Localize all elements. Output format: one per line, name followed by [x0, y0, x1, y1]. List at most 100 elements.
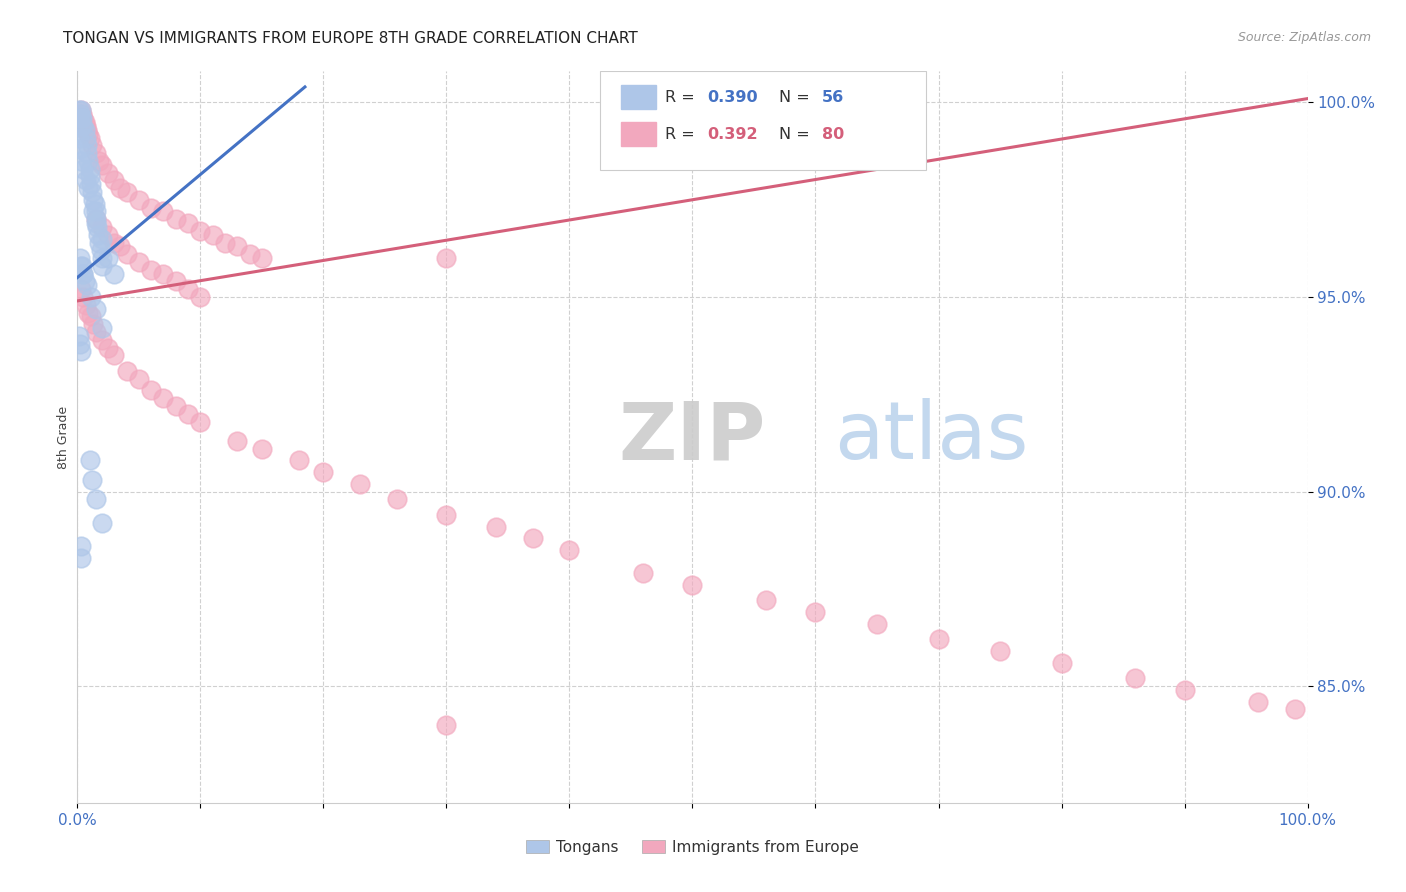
- Point: [69, 251, 91, 265]
- Point: [90, 259, 114, 273]
- Point: [804, 605, 827, 619]
- Point: [79, 161, 101, 176]
- Point: [97, 227, 120, 242]
- Point: [79, 169, 101, 184]
- Point: [97, 165, 120, 179]
- Text: 0.390: 0.390: [707, 90, 758, 105]
- Point: [988, 644, 1011, 658]
- Y-axis label: 8th Grade: 8th Grade: [58, 406, 70, 468]
- Point: [67, 103, 90, 118]
- Point: [73, 275, 96, 289]
- Point: [70, 259, 93, 273]
- Point: [70, 103, 93, 118]
- Point: [77, 127, 100, 141]
- Point: [288, 453, 311, 467]
- Point: [141, 384, 163, 398]
- Point: [69, 336, 91, 351]
- Point: [82, 204, 104, 219]
- Point: [90, 251, 114, 265]
- Point: [188, 290, 212, 304]
- Point: [188, 224, 212, 238]
- Point: [82, 185, 104, 199]
- Point: [177, 407, 200, 421]
- Point: [72, 161, 94, 176]
- Point: [103, 348, 125, 362]
- Point: [97, 251, 120, 265]
- Point: [436, 508, 458, 522]
- Point: [76, 278, 98, 293]
- Point: [128, 372, 150, 386]
- Point: [103, 235, 125, 250]
- Text: 0.392: 0.392: [707, 127, 758, 142]
- Point: [90, 333, 114, 347]
- Point: [141, 262, 163, 277]
- Point: [76, 122, 98, 136]
- FancyBboxPatch shape: [621, 122, 655, 146]
- Point: [152, 267, 174, 281]
- Point: [89, 235, 111, 250]
- Legend: Tongans, Immigrants from Europe: Tongans, Immigrants from Europe: [520, 834, 865, 861]
- Point: [79, 453, 101, 467]
- Point: [70, 539, 93, 553]
- Point: [103, 173, 125, 187]
- Point: [67, 130, 90, 145]
- Point: [1247, 695, 1270, 709]
- Point: [1174, 683, 1197, 698]
- Point: [165, 212, 187, 227]
- Point: [188, 415, 212, 429]
- Point: [682, 578, 704, 592]
- Point: [70, 282, 93, 296]
- Text: TONGAN VS IMMIGRANTS FROM EUROPE 8TH GRADE CORRELATION CHART: TONGAN VS IMMIGRANTS FROM EUROPE 8TH GRA…: [63, 31, 638, 46]
- Point: [152, 204, 174, 219]
- Point: [70, 107, 93, 121]
- Point: [70, 550, 93, 565]
- Point: [70, 111, 93, 125]
- Point: [436, 718, 458, 732]
- Point: [72, 119, 94, 133]
- Point: [152, 391, 174, 405]
- Point: [73, 122, 96, 136]
- Point: [86, 219, 108, 234]
- Point: [110, 239, 132, 253]
- Point: [214, 235, 236, 250]
- Text: 56: 56: [821, 90, 844, 105]
- Point: [128, 255, 150, 269]
- Point: [75, 130, 97, 145]
- Point: [72, 267, 94, 281]
- Text: Source: ZipAtlas.com: Source: ZipAtlas.com: [1237, 31, 1371, 45]
- Point: [77, 181, 100, 195]
- Point: [70, 119, 93, 133]
- Point: [75, 119, 97, 133]
- Point: [79, 130, 101, 145]
- Point: [165, 399, 187, 413]
- Point: [349, 476, 371, 491]
- Text: ZIP: ZIP: [619, 398, 766, 476]
- Point: [83, 196, 105, 211]
- Point: [633, 566, 655, 581]
- Point: [128, 193, 150, 207]
- Point: [177, 282, 200, 296]
- Point: [89, 153, 111, 168]
- Point: [84, 146, 107, 161]
- Point: [82, 193, 104, 207]
- Point: [67, 329, 90, 343]
- Point: [76, 138, 98, 153]
- Point: [115, 364, 138, 378]
- Point: [72, 111, 94, 125]
- Point: [84, 492, 107, 507]
- Point: [866, 616, 889, 631]
- Point: [73, 115, 96, 129]
- Point: [1050, 656, 1073, 670]
- Point: [1125, 671, 1147, 685]
- Point: [80, 177, 103, 191]
- Point: [239, 247, 262, 261]
- FancyBboxPatch shape: [600, 71, 927, 170]
- Point: [70, 153, 93, 168]
- Point: [90, 516, 114, 530]
- Point: [69, 107, 91, 121]
- Point: [1284, 702, 1306, 716]
- Point: [436, 251, 458, 265]
- Point: [77, 305, 100, 319]
- Point: [250, 442, 273, 456]
- Point: [72, 290, 94, 304]
